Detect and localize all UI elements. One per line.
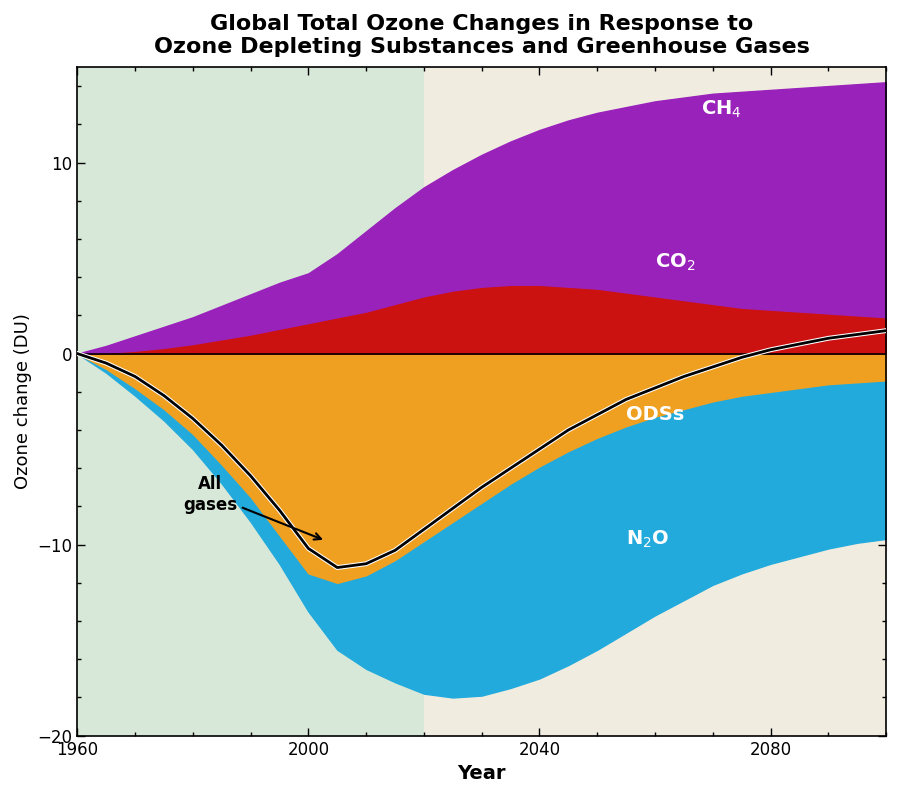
Y-axis label: Ozone change (DU): Ozone change (DU)	[14, 313, 32, 489]
Text: ODSs: ODSs	[626, 406, 684, 425]
Title: Global Total Ozone Changes in Response to
Ozone Depleting Substances and Greenho: Global Total Ozone Changes in Response t…	[154, 14, 810, 57]
Text: CH$_4$: CH$_4$	[701, 99, 742, 120]
X-axis label: Year: Year	[457, 764, 506, 783]
Text: All
gases: All gases	[183, 476, 321, 540]
Text: CO$_2$: CO$_2$	[655, 252, 696, 273]
Text: N$_2$O: N$_2$O	[626, 528, 670, 550]
Bar	[77, 67, 424, 736]
